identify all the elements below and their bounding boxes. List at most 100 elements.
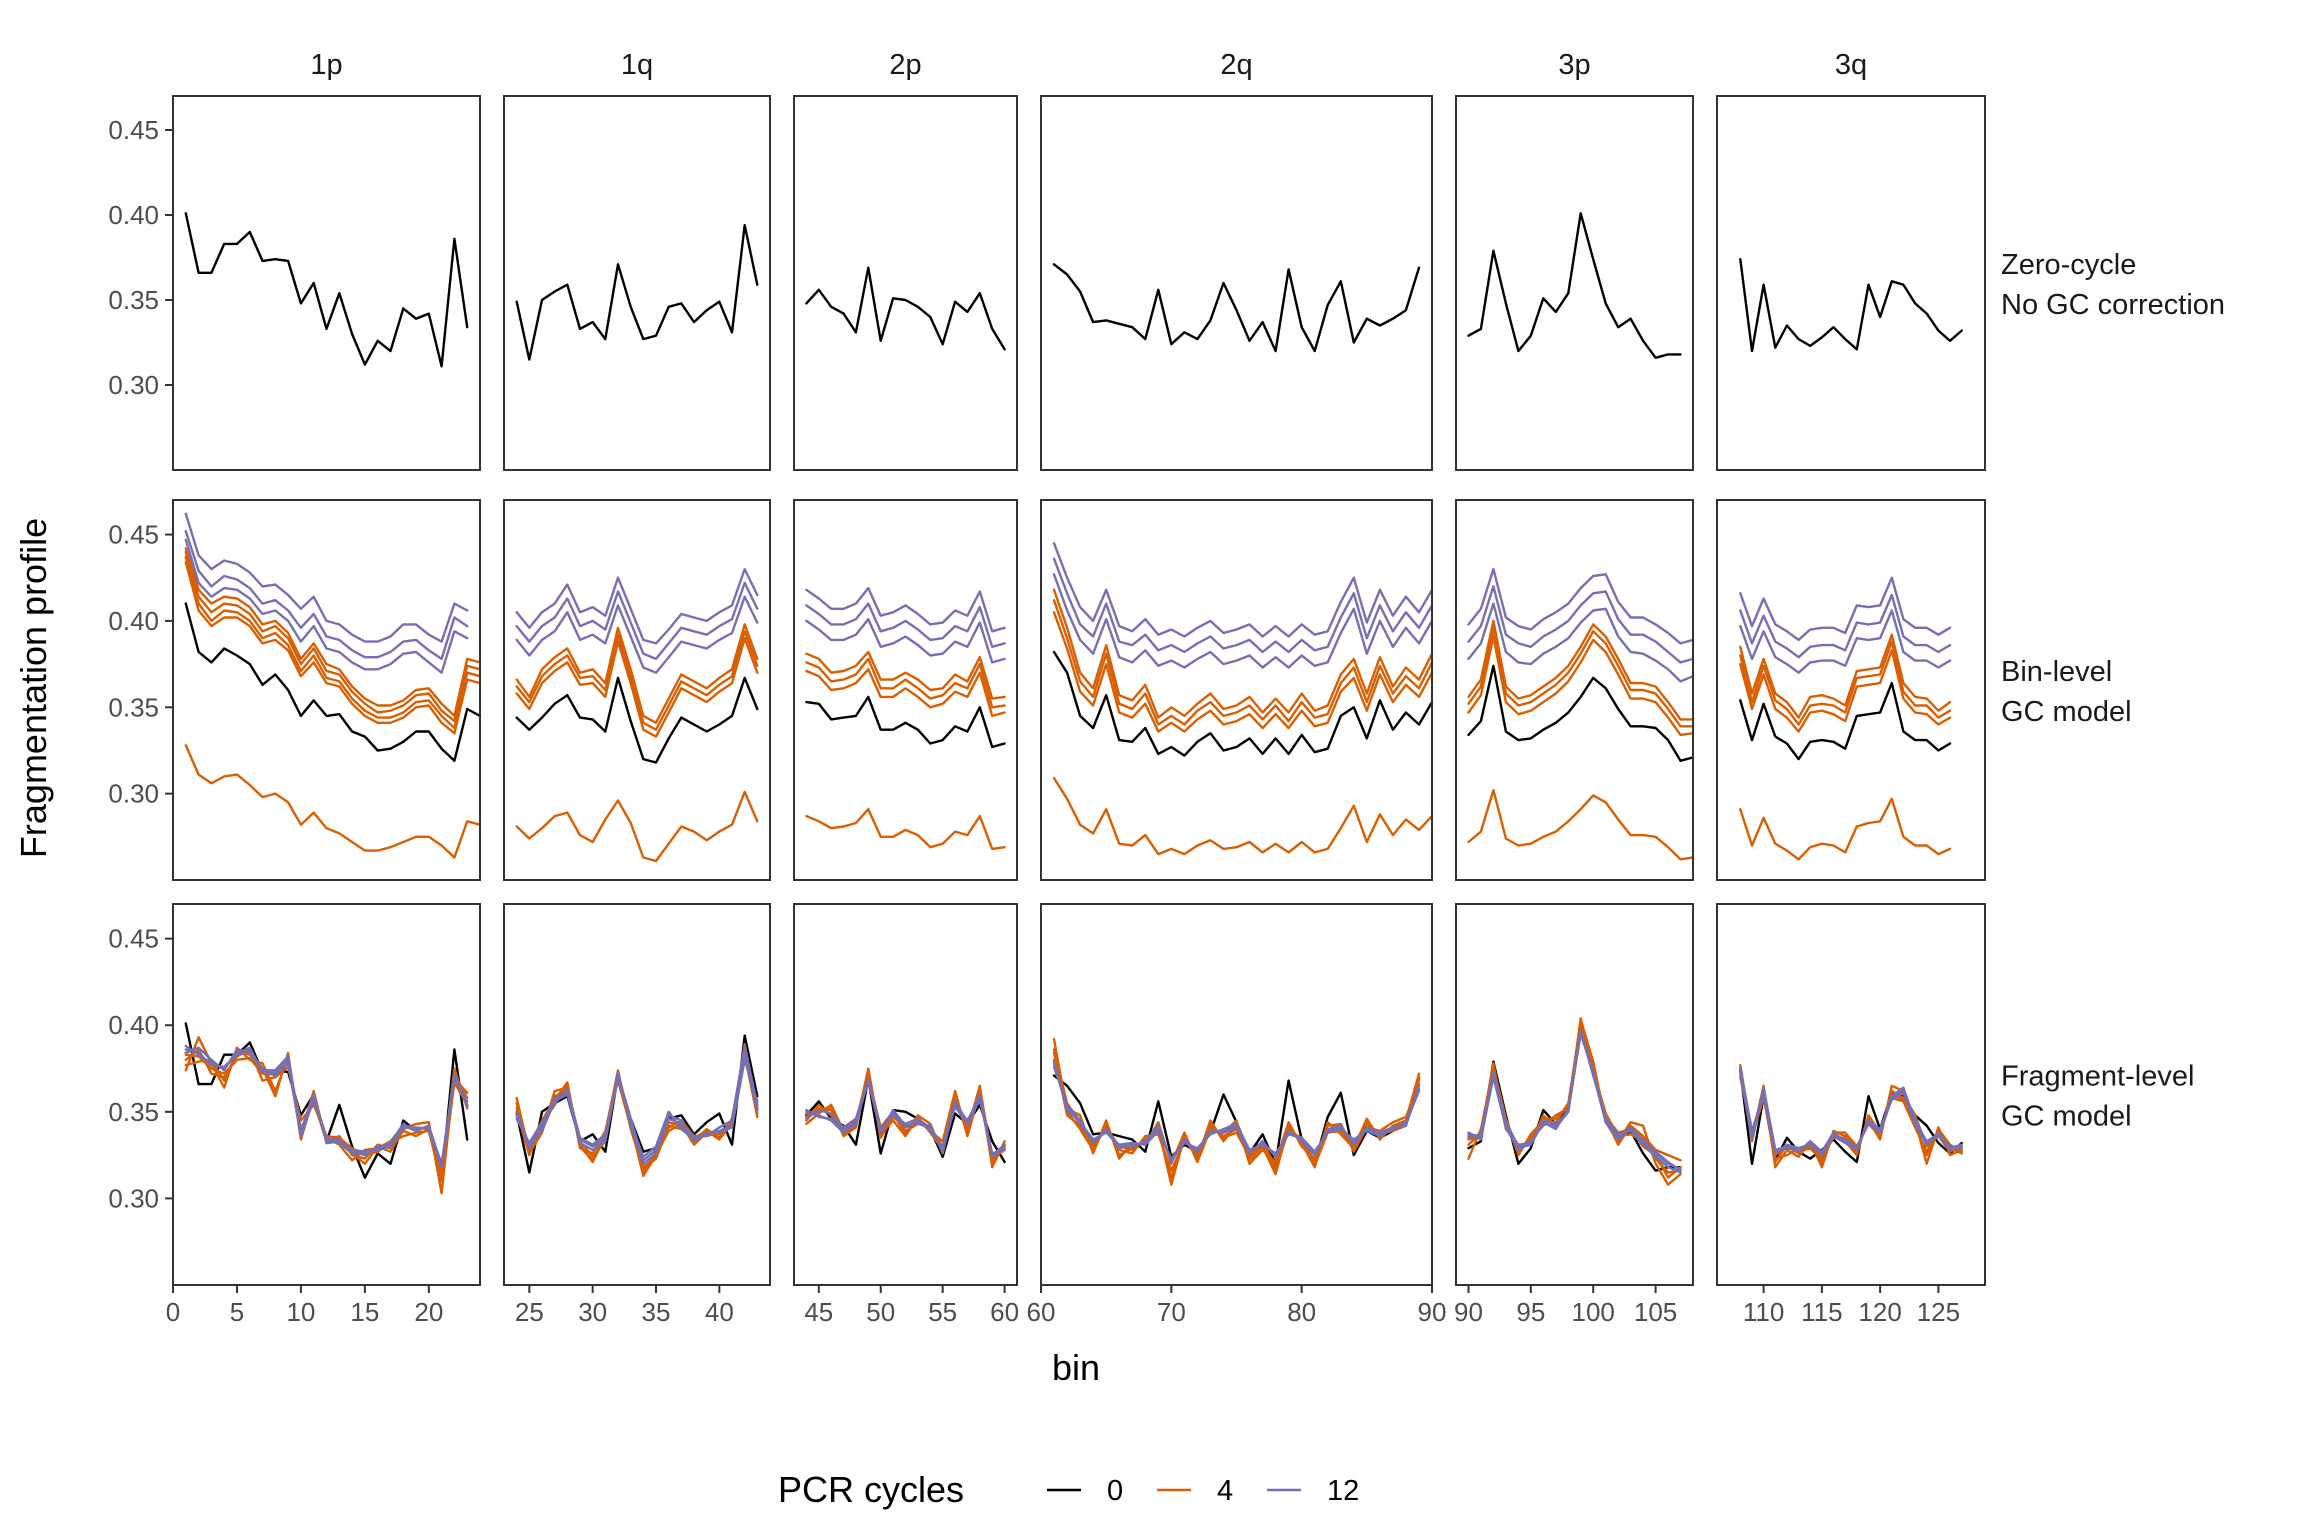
series-line-4-cycles [184, 555, 482, 730]
series-line-4-cycles [515, 790, 759, 863]
panel-frame [1716, 95, 1986, 471]
series-line-0-cycles [184, 212, 469, 368]
x-axis-title: bin [1052, 1347, 1100, 1388]
series-line-4-cycles [1052, 611, 1434, 733]
row-label: Zero-cycle [2001, 249, 2136, 281]
series-line-4-cycles [1467, 626, 1695, 728]
panel-frame [1040, 95, 1433, 471]
series-line-0-cycles [805, 695, 1006, 749]
series-line-12-cycles [1739, 1070, 1963, 1153]
series-line-0-cycles [184, 602, 482, 762]
series-line-4-cycles [805, 668, 1006, 718]
panel-frame [172, 499, 481, 881]
panel-frame [1455, 903, 1694, 1286]
x-tick-label: 80 [1287, 1297, 1316, 1327]
series-line-0-cycles [1052, 650, 1434, 757]
y-tick-label: 0.40 [108, 1010, 159, 1040]
series-line-0-cycles [1052, 263, 1421, 353]
row-strip-labels: Zero-cycle No GC correction Bin-level GC mo… [2001, 249, 2225, 1133]
y-axis-title: Fragmentation profile [13, 518, 54, 858]
series-line-12-cycles [515, 567, 759, 645]
row-label: GC model [2001, 696, 2132, 728]
x-tick-label: 90 [1418, 1297, 1447, 1327]
y-tick-label: 0.45 [108, 520, 159, 550]
x-tick-label: 30 [578, 1297, 607, 1327]
series-line-12-cycles [1052, 573, 1434, 669]
series-line-0-cycles [515, 676, 759, 764]
x-tick-label: 110 [1743, 1297, 1784, 1327]
x-tick-label: 60 [990, 1297, 1019, 1327]
legend: PCR cycles 0 4 12 [778, 1469, 1359, 1510]
series-line-0-cycles [1739, 1069, 1963, 1166]
series-line-12-cycles [515, 1058, 759, 1162]
y-tick-label: 0.35 [108, 1097, 159, 1127]
facet-panels [172, 95, 1986, 1286]
x-tick-label: 10 [286, 1297, 315, 1327]
y-tick-label: 0.30 [108, 370, 159, 400]
series-line-4-cycles [515, 637, 759, 738]
panel-frame [793, 95, 1018, 471]
panel-frame [172, 95, 481, 471]
series-line-4-cycles [184, 547, 482, 718]
panel-frame [503, 499, 771, 881]
series-line-12-cycles [1467, 567, 1695, 645]
x-tick-label: 125 [1917, 1297, 1960, 1327]
series-line-0-cycles [1467, 212, 1682, 359]
series-line-4-cycles [1739, 640, 1952, 726]
series-line-4-cycles [515, 630, 759, 731]
series-line-12-cycles [1739, 576, 1952, 642]
series-line-12-cycles [515, 1044, 759, 1166]
panel-frame [1040, 903, 1433, 1286]
x-tick-label: 90 [1454, 1297, 1483, 1327]
series-line-4-cycles [184, 550, 482, 723]
series-line-4-cycles [1467, 619, 1695, 721]
panel-frame [793, 903, 1018, 1286]
series-line-4-cycles [1739, 649, 1952, 733]
row-label: No GC correction [2001, 289, 2225, 321]
panel-frame [1716, 499, 1986, 881]
column-strip-labels: 1p 1q 2p 2q 3p 3q [310, 49, 1867, 81]
legend-title: PCR cycles [778, 1469, 964, 1510]
series-line-0-cycles [805, 266, 1006, 351]
series-line-4-cycles [805, 650, 1006, 700]
series-line-12-cycles [184, 512, 469, 643]
x-tick-label: 20 [414, 1297, 443, 1327]
series-line-0-cycles [1467, 664, 1695, 762]
series-line-12-cycles [1467, 602, 1695, 683]
panel-frame [1455, 95, 1694, 471]
y-tick-label: 0.40 [108, 606, 159, 636]
panel-frame [172, 903, 481, 1286]
x-tick-label: 5 [230, 1297, 244, 1327]
x-tick-label: 40 [705, 1297, 734, 1327]
series-line-4-cycles [805, 808, 1006, 851]
column-label: 1p [310, 49, 342, 81]
column-label: 1q [621, 49, 653, 81]
y-axis: 0.30 0.35 0.40 0.45 0.30 0.35 0.40 0.45 0.30 0.35… [108, 115, 173, 1213]
x-tick-label: 0 [166, 1297, 180, 1327]
series-line-4-cycles [184, 561, 482, 735]
series-line-12-cycles [184, 1044, 469, 1167]
series-line-4-cycles [1052, 599, 1434, 726]
x-axis: 0 5 10 15 20 25 30 35 40 45 50 55 60 60 70 80 90 90 95 100 1… [166, 1285, 1960, 1327]
series-line-12-cycles [1739, 609, 1952, 674]
series-line-12-cycles [805, 1077, 1006, 1159]
series-line-12-cycles [1739, 593, 1952, 659]
series-line-4-cycles [1052, 776, 1434, 856]
x-tick-label: 120 [1858, 1297, 1901, 1327]
y-tick-label: 0.35 [108, 692, 159, 722]
column-label: 3p [1558, 49, 1590, 81]
series-line-12-cycles [515, 595, 759, 674]
x-tick-label: 70 [1157, 1297, 1186, 1327]
panel-frame [503, 903, 771, 1286]
x-tick-label: 95 [1516, 1297, 1545, 1327]
series-line-12-cycles [184, 529, 469, 661]
series-line-12-cycles [515, 581, 759, 661]
panel-frame [793, 499, 1018, 881]
panel-frame [503, 95, 771, 471]
series-line-12-cycles [184, 538, 469, 674]
y-tick-label: 0.35 [108, 285, 159, 315]
series-line-0-cycles [1739, 681, 1952, 761]
y-tick-label: 0.30 [108, 779, 159, 809]
